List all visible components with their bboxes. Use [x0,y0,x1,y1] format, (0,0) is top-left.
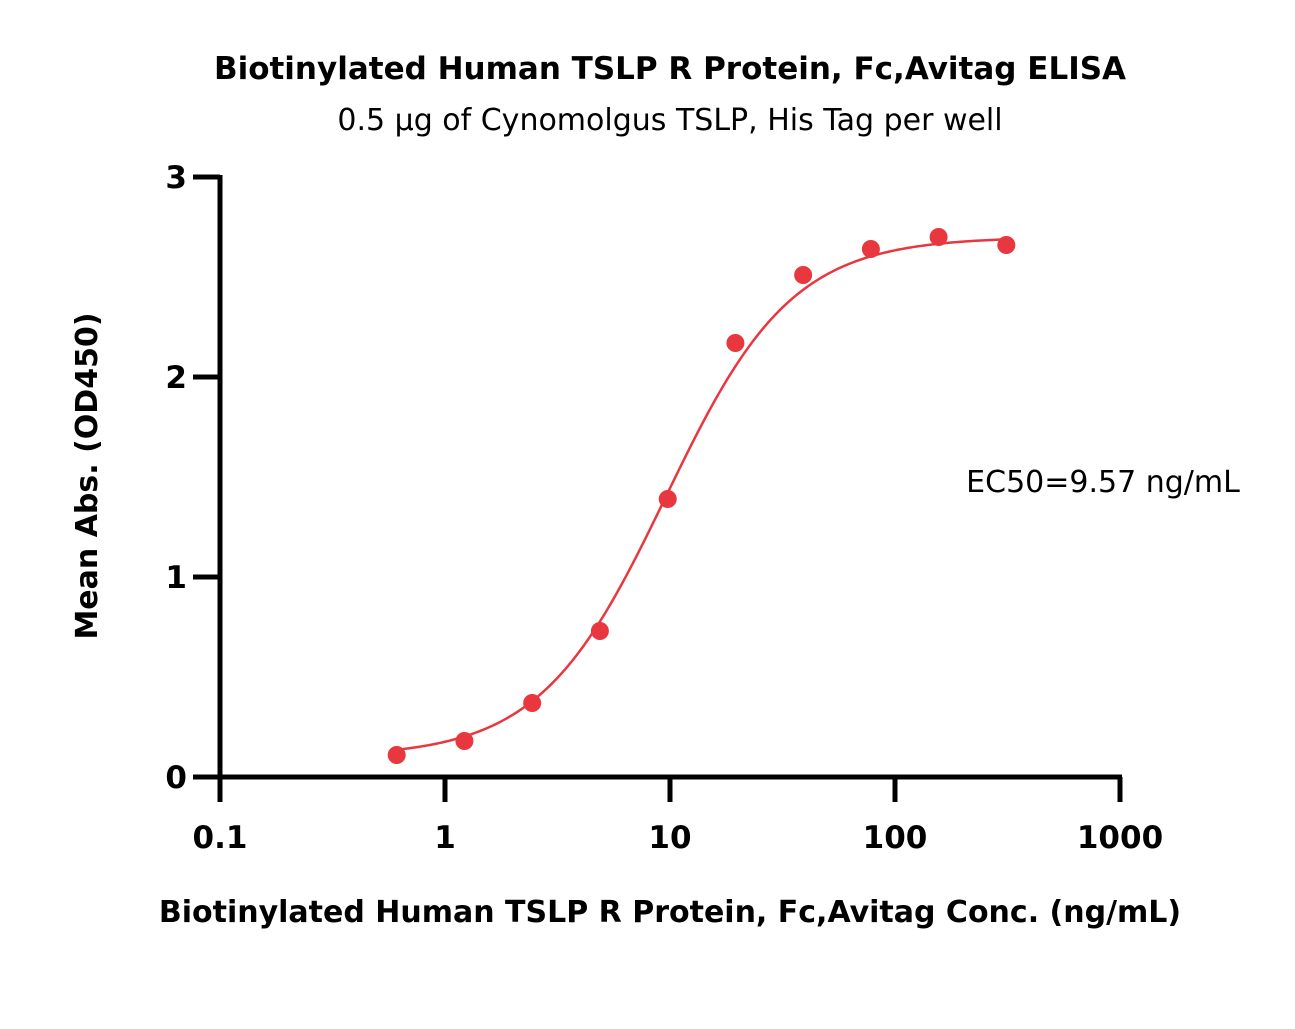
data-point [590,622,609,640]
data-point [455,732,474,750]
ec50-annotation: EC50=9.57 ng/mL [966,465,1240,500]
data-point [929,228,948,246]
x-tick-label: 100 [863,820,928,856]
data-point [997,236,1016,254]
data-point [794,266,813,284]
x-axis-label: Biotinylated Human TSLP R Protein, Fc,Av… [159,895,1181,930]
x-tick-label: 1000 [1077,820,1163,856]
y-tick-label: 0 [165,760,187,796]
x-tick-label: 1 [434,820,456,856]
data-point [523,694,542,712]
axes: 0 1 2 3 0.1 1 10 100 1000 [165,160,1163,856]
data-point [387,746,406,764]
x-tick-label: 0.1 [193,820,248,856]
data-point [861,240,880,258]
y-tick-label: 3 [165,160,187,196]
data-point [726,334,745,352]
y-tick-label: 1 [165,560,187,596]
y-tick-label: 2 [165,360,187,396]
chart-subtitle: 0.5 µg of Cynomolgus TSLP, His Tag per w… [337,103,1002,138]
y-axis-label: Mean Abs. (OD450) [70,312,105,639]
fit-curve-group [396,238,1007,752]
data-point [658,490,677,508]
data-points [387,228,1016,764]
x-tick-label: 10 [648,820,691,856]
fit-curve [396,238,1007,752]
chart-title: Biotinylated Human TSLP R Protein, Fc,Av… [214,51,1126,87]
